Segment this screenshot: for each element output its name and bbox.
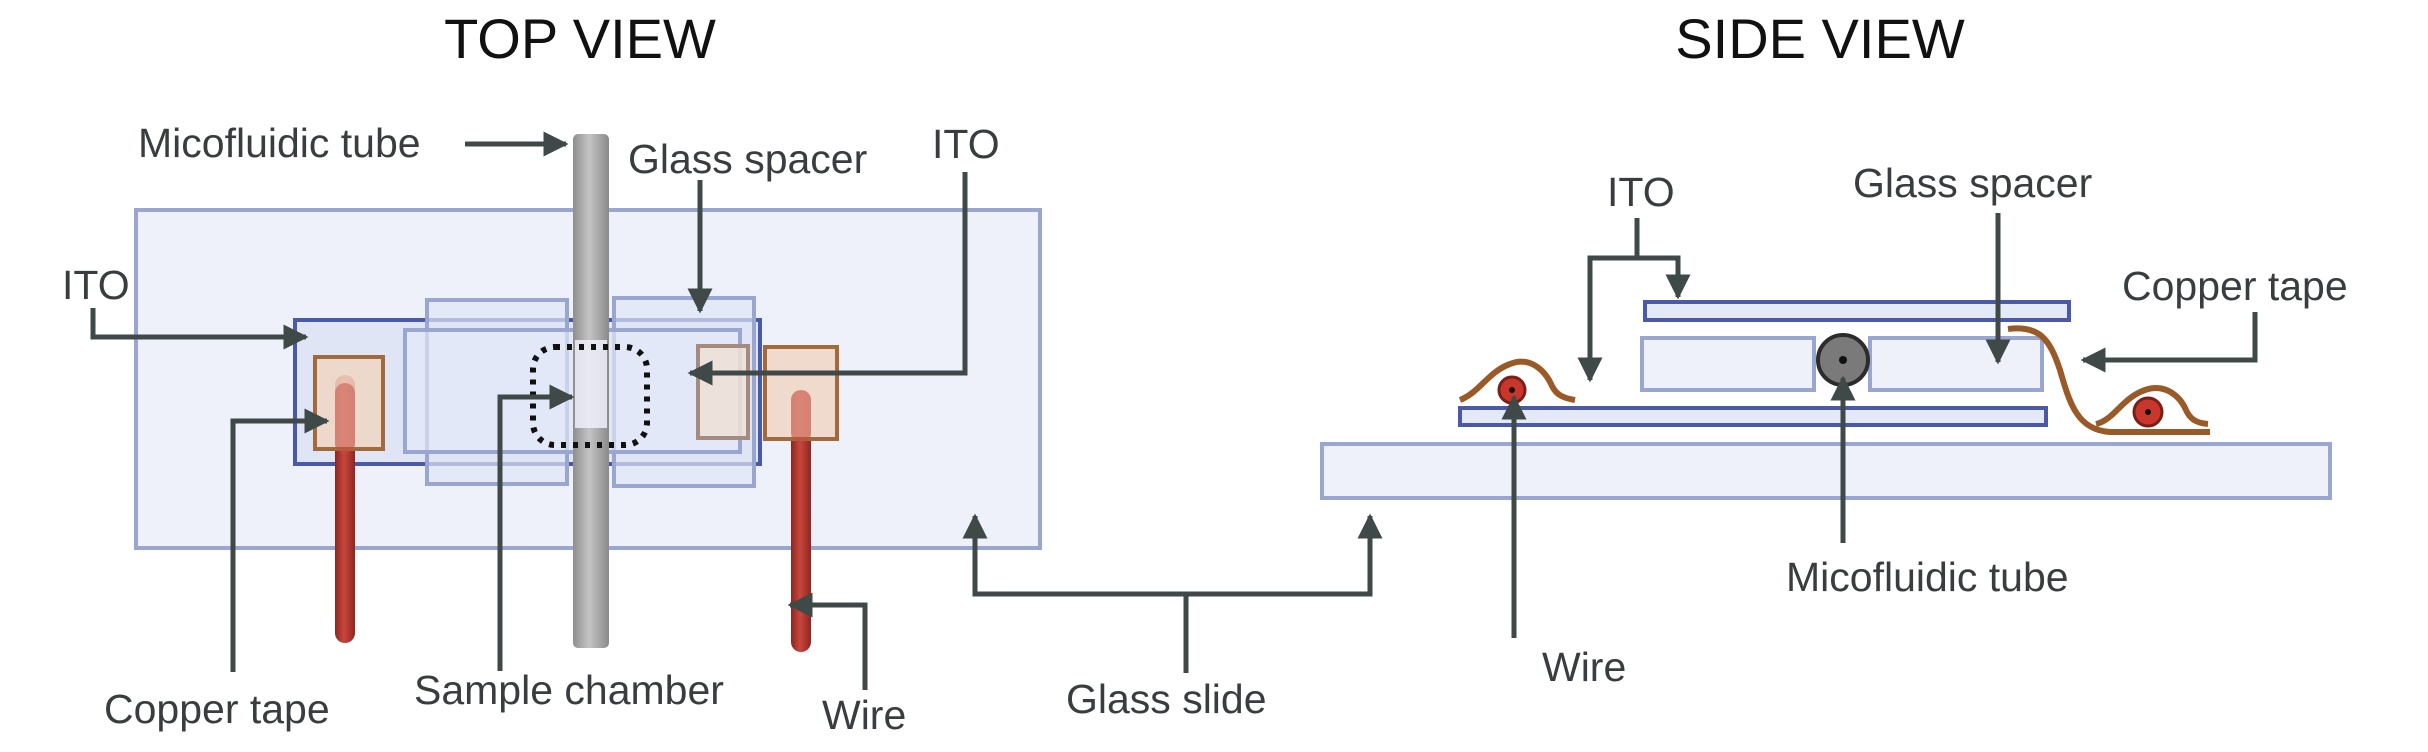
- label-ito-left-top: ITO: [62, 262, 130, 308]
- side-copper-tape-right-loop: [2095, 385, 2209, 427]
- arrow-sample-chamber: [497, 384, 575, 671]
- arrow-wire-top: [787, 592, 868, 690]
- label-wire-side: Wire: [1542, 644, 1626, 690]
- top-wire-left-under-tape: [335, 383, 355, 453]
- side-glass-slide: [1320, 442, 2332, 500]
- label-glass-slide: Glass slide: [1066, 676, 1267, 722]
- top-wire-right-under-tape: [791, 390, 811, 442]
- side-ito-bottom: [1458, 406, 2048, 427]
- label-sample-chamber: Sample chamber: [414, 667, 724, 713]
- arrow-ito-right-top: [687, 172, 968, 386]
- label-ito-side: ITO: [1607, 169, 1675, 215]
- label-ito-right-top: ITO: [932, 121, 1000, 167]
- side-view: ITO Glass spacer Copper tape Micofluidic…: [1320, 160, 2348, 690]
- side-wire-left-core: [1509, 387, 1515, 393]
- side-tube-lumen: [1839, 356, 1847, 364]
- top-ito-top-slide: [403, 328, 742, 454]
- arrow-glass-slide-side: [1186, 513, 1383, 597]
- side-copper-tape-right: [2007, 325, 2210, 435]
- side-view-arrows: [1501, 213, 2258, 638]
- side-glass-spacer-left: [1640, 336, 1816, 392]
- label-wire-top: Wire: [822, 692, 906, 738]
- top-copper-tape-right-back: [696, 344, 750, 440]
- top-view-title: TOP VIEW: [444, 7, 716, 70]
- label-glass-spacer-side: Glass spacer: [1853, 160, 2092, 206]
- arrow-copper-tape-side: [2080, 312, 2258, 373]
- top-wire-right: [791, 390, 811, 652]
- label-tube-top: Micofluidic tube: [138, 120, 421, 166]
- arrow-copper-tape-top: [230, 408, 330, 672]
- glass-slide-callout: Glass slide: [962, 513, 1383, 722]
- arrow-ito-side-top: [1634, 218, 1691, 300]
- side-view-title: SIDE VIEW: [1675, 7, 1965, 70]
- top-view: Micofluidic tube Glass spacer ITO ITO Co…: [62, 120, 1042, 738]
- sample-chamber-region: [575, 340, 607, 428]
- label-copper-tape-top: Copper tape: [104, 686, 330, 732]
- top-view-arrows: [90, 131, 968, 690]
- arrow-ito-side-bottom: [1577, 255, 1637, 383]
- side-ito-top: [1643, 300, 2071, 322]
- label-copper-tape-side: Copper tape: [2122, 263, 2348, 309]
- side-copper-tape-left: [1458, 358, 1576, 403]
- label-glass-spacer-top: Glass spacer: [628, 136, 867, 182]
- arrow-ito-left-top: [90, 308, 309, 350]
- label-tube-side: Micofluidic tube: [1786, 554, 2069, 600]
- side-glass-spacer-right: [1868, 336, 2044, 392]
- arrow-glass-slide-top: [962, 513, 1189, 673]
- side-wire-right-core: [2145, 409, 2151, 415]
- glass-slide-arrows: [962, 513, 1383, 673]
